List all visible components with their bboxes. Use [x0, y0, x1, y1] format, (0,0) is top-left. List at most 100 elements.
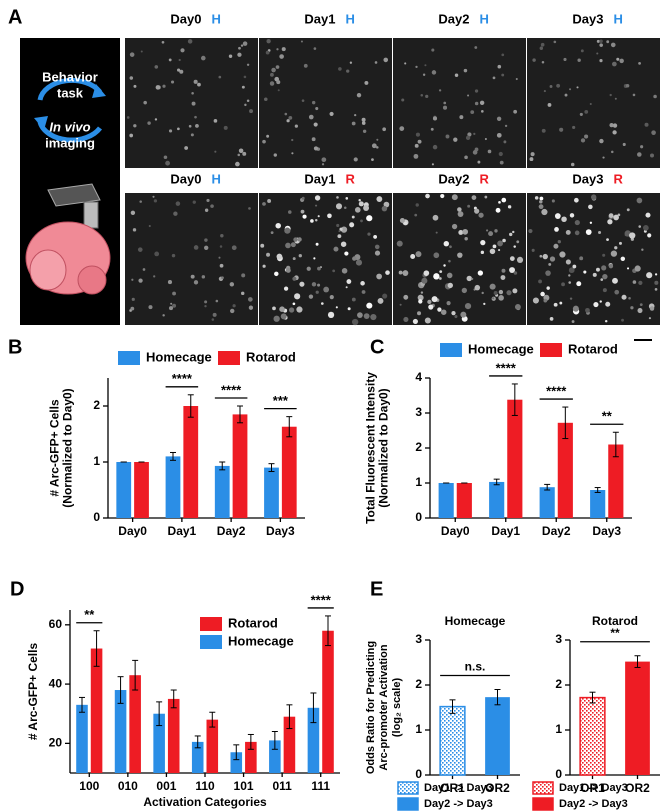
cell-spot: [640, 145, 644, 149]
cell-spot: [167, 280, 173, 285]
cell-spot: [483, 302, 486, 306]
image-condition-label: R: [480, 171, 490, 186]
cell-spot: [588, 204, 593, 210]
legend-swatch: [540, 343, 562, 357]
cell-spot: [242, 151, 247, 156]
cell-spot: [190, 274, 195, 279]
cell-spot: [396, 240, 403, 247]
cell-spot: [366, 215, 373, 222]
bar: [489, 481, 505, 518]
legend-swatch: [200, 635, 222, 649]
cell-spot: [381, 205, 388, 212]
cell-spot: [244, 103, 247, 107]
cell-spot: [428, 304, 434, 310]
y-axis-label: Total Fluorescent Intensity: [364, 372, 378, 524]
cell-spot: [297, 237, 302, 242]
arrow-head: [34, 116, 48, 130]
cell-spot: [495, 207, 501, 213]
cell-spot: [153, 199, 158, 203]
cell-spot: [474, 89, 479, 93]
cell-spot: [592, 272, 597, 277]
y-axis-label: # Arc-GFP+ Cells: [26, 643, 40, 741]
image-condition-label: H: [212, 171, 221, 186]
cell-spot: [445, 134, 450, 139]
cell-spot: [301, 99, 305, 102]
cell-spot: [471, 277, 474, 280]
cell-spot: [260, 243, 265, 248]
cell-spot: [266, 134, 270, 138]
cell-spot: [329, 295, 334, 300]
cell-spot: [299, 281, 305, 287]
schematic-text: Behavior: [42, 69, 98, 84]
cell-spot: [276, 80, 281, 85]
cell-spot: [574, 220, 580, 226]
cell-spot: [474, 46, 478, 49]
cell-spot: [290, 242, 296, 248]
cell-spot: [626, 267, 630, 270]
legend-label: Day2 -> Day3: [559, 798, 628, 810]
cell-spot: [315, 242, 319, 246]
cell-spot: [133, 124, 137, 128]
cell-spot: [477, 160, 481, 164]
cell-spot: [269, 81, 275, 86]
panel-label: E: [370, 578, 383, 600]
cell-spot: [133, 84, 137, 88]
cell-spot: [241, 85, 245, 89]
cell-spot: [129, 52, 135, 57]
cell-spot: [629, 232, 636, 239]
cell-spot: [142, 268, 146, 271]
cell-spot: [249, 109, 253, 114]
image-condition-label: H: [614, 11, 623, 26]
cell-spot: [336, 223, 340, 228]
cell-spot: [568, 274, 571, 277]
cell-spot: [241, 273, 246, 278]
cell-spot: [223, 125, 228, 130]
cell-spot: [361, 290, 366, 294]
bar: [90, 648, 103, 773]
cell-spot: [553, 243, 559, 249]
cell-spot: [129, 133, 134, 138]
cell-spot: [543, 298, 548, 303]
cell-spot: [293, 237, 298, 242]
y-tick-label: 20: [49, 736, 63, 750]
image-panel: [393, 38, 526, 168]
cell-spot: [162, 84, 166, 88]
cell-spot: [599, 300, 602, 303]
cell-spot: [204, 304, 207, 308]
cell-spot: [462, 228, 469, 235]
y-axis-label: (Normalized to Day0): [377, 388, 391, 507]
image-day-label: Day3: [572, 11, 603, 26]
cell-spot: [345, 197, 349, 200]
cell-spot: [570, 162, 575, 167]
y-axis-label: Odds Ratio for Predicting: [365, 641, 377, 774]
cell-spot: [373, 235, 378, 239]
cell-spot: [599, 59, 603, 63]
x-tick-label: 110: [195, 779, 215, 793]
cell-spot: [374, 61, 378, 64]
legend-label: Day1 -> Day3: [424, 782, 493, 794]
x-tick-label: Day1: [168, 524, 197, 538]
cell-spot: [516, 256, 524, 263]
cell-spot: [572, 125, 576, 130]
cell-spot: [432, 116, 438, 121]
cell-spot: [201, 55, 206, 61]
cell-spot: [509, 232, 513, 237]
cell-spot: [585, 307, 590, 313]
cell-spot: [579, 256, 584, 261]
cell-spot: [306, 266, 311, 271]
cell-spot: [549, 256, 556, 262]
y-tick-label: 40: [49, 676, 63, 690]
cell-spot: [220, 234, 224, 238]
cell-spot: [502, 238, 506, 243]
cell-spot: [218, 256, 221, 259]
cell-spot: [538, 279, 542, 284]
bar: [114, 690, 127, 773]
cell-spot: [556, 83, 561, 88]
cell-spot: [494, 229, 498, 233]
cell-spot: [276, 253, 283, 260]
panel-label: C: [370, 336, 384, 358]
legend-label: Homecage: [468, 341, 534, 356]
cell-spot: [423, 270, 430, 277]
image-day-label: Day0: [170, 171, 201, 186]
cell-spot: [399, 126, 405, 131]
